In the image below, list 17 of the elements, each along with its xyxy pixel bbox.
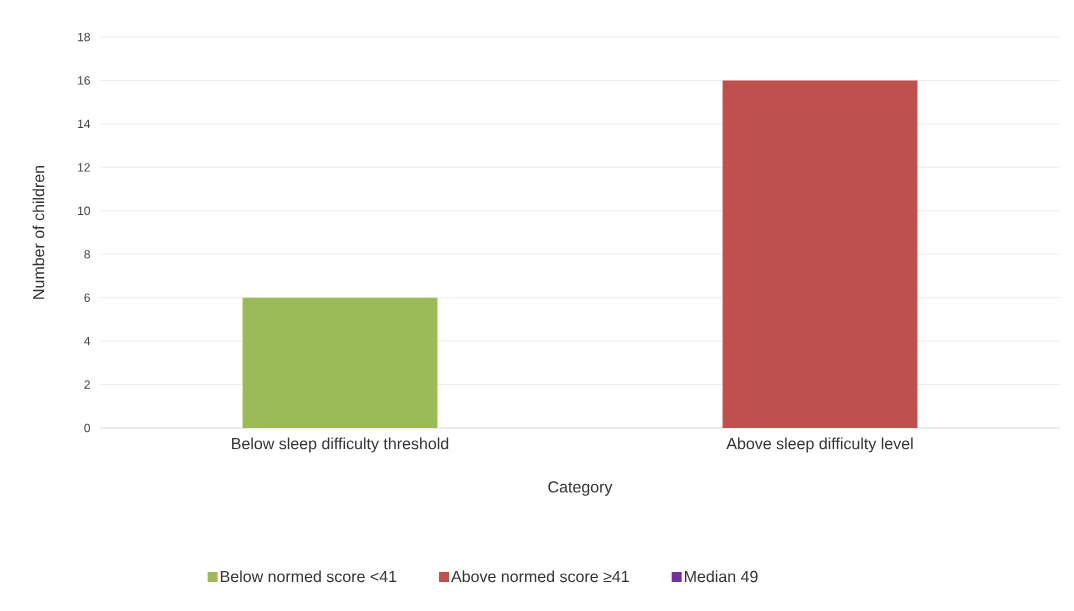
y-axis-title: Number of children [32, 165, 45, 299]
legend-label: Below normed score <41 [220, 570, 397, 583]
y-tick-label: 2 [84, 380, 90, 389]
y-tick-label: 6 [84, 293, 90, 302]
y-tick-label: 12 [78, 163, 90, 172]
y-tick-label: 16 [78, 76, 90, 85]
x-tick-label: Below sleep difficulty threshold [232, 437, 449, 453]
x-axis-title: Category [548, 481, 613, 496]
legend-label: Above normed score ≥41 [451, 570, 629, 583]
y-tick-label: 10 [78, 206, 91, 216]
y-tick-label: 14 [78, 119, 91, 129]
y-tick-label: 0 [84, 423, 91, 433]
y-tick-label: 4 [84, 336, 91, 346]
legend-label: Median 49 [684, 570, 758, 583]
y-tick-label: 18 [78, 32, 90, 42]
y-tick-label: 8 [84, 249, 90, 259]
x-tick-label: Above sleep difficulty level [726, 437, 913, 453]
